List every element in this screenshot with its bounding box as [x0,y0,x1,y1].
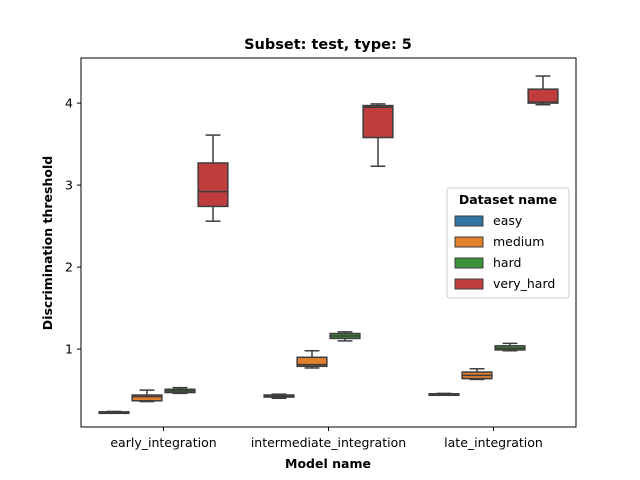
box-very_hard-late_integration [527,75,559,106]
legend-label-easy: easy [493,213,523,228]
legend: Dataset name easy medium hard very_hard [446,187,570,299]
x-axis-label: Model name [285,456,371,471]
x-tick-label: intermediate_integration [251,435,406,450]
box-very_hard-intermediate_integration [362,103,394,167]
y-tick-label: 4 [65,96,73,111]
legend-swatch-medium [454,236,484,248]
box-body [296,356,328,368]
box-easy-early_integration [98,410,130,415]
box-medium-early_integration [131,389,163,403]
box-hard-intermediate_integration [329,331,361,342]
axes: 1 2 3 4 early_integration intermediate_integr… [65,57,577,450]
legend-label-very_hard: very_hard [493,276,555,291]
chart-title: Subset: test, type: 5 [244,37,412,53]
y-tick-label: 3 [65,178,73,193]
box-hard-late_integration [494,342,526,352]
x-tick-label: late_integration [444,435,543,450]
box-hard-early_integration [164,386,196,395]
legend-swatch-easy [454,215,484,227]
y-axis-label: Discrimination threshold [40,156,55,330]
box-body [527,88,559,104]
y-tick-label: 2 [65,260,73,275]
y-tick-label: 1 [65,342,73,357]
box-medium-intermediate_integration [296,349,328,369]
legend-swatch-hard [454,257,484,269]
box-easy-late_integration [428,392,460,397]
box-very_hard-early_integration [197,134,229,222]
box-easy-intermediate_integration [263,393,295,400]
box-body [197,162,229,208]
box-medium-late_integration [461,368,493,381]
legend-label-hard: hard [493,255,521,270]
box-body [362,104,394,139]
plot-area [98,75,559,415]
legend-label-medium: medium [493,234,544,249]
box-body [131,394,163,402]
legend-swatch-very_hard [454,278,484,290]
x-tick-label: early_integration [110,435,216,450]
legend-title: Dataset name [459,192,557,207]
